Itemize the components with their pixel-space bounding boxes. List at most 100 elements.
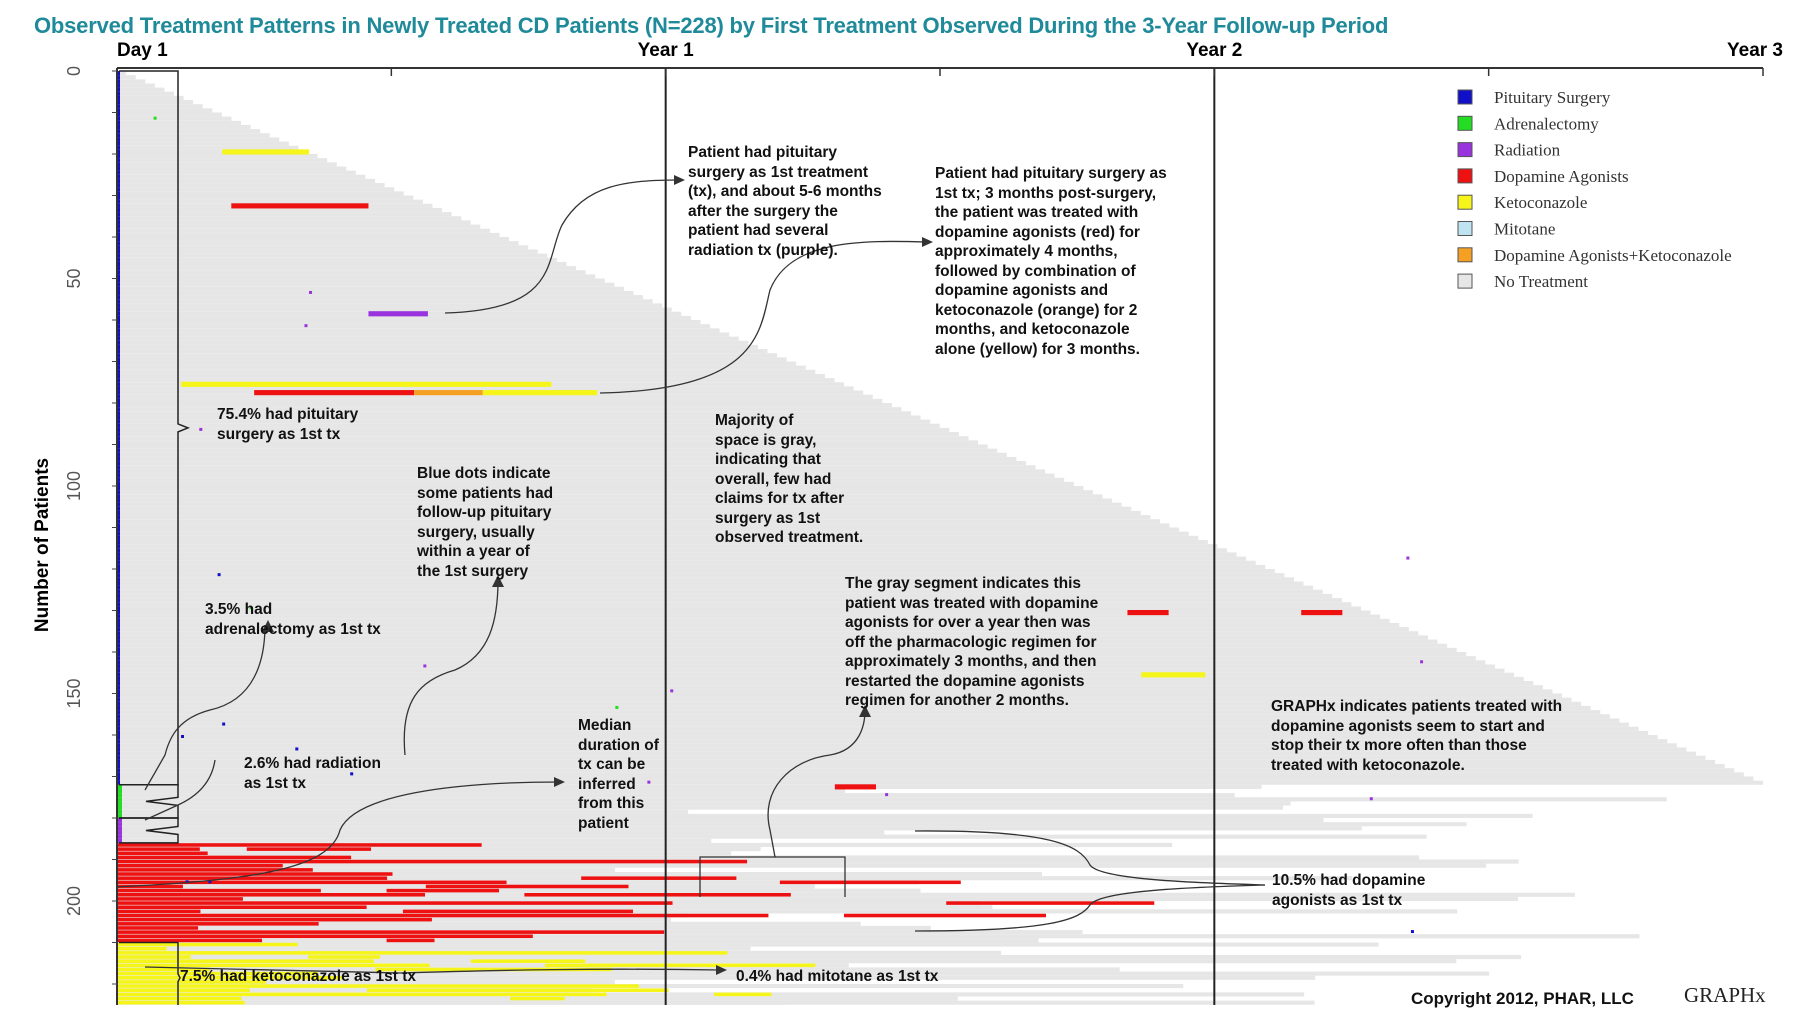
followup-bar (117, 685, 1543, 689)
restart-segment (780, 881, 961, 885)
followup-bar (117, 337, 739, 341)
graphx-logo: GRAPHx (1684, 983, 1766, 1008)
annotation-gray-segment: The gray segment indicates this patient … (845, 574, 1098, 711)
annotation-radiation-share: 2.6% had radiation as 1st tx (244, 754, 381, 793)
followup-dot (670, 689, 673, 692)
followup-bar (117, 806, 1283, 810)
followup-bar (117, 909, 1457, 913)
followup-bar (117, 287, 624, 291)
followup-bar (117, 88, 164, 92)
followup-bar (117, 328, 720, 332)
legend-swatch-4 (1458, 195, 1472, 209)
followup-bar (117, 162, 337, 166)
followup-bar (117, 673, 1514, 677)
dopamine-agonist-bar (117, 847, 200, 851)
restart-segment (471, 959, 585, 963)
dopamine-agonist-bar (117, 893, 425, 897)
followup-bar (117, 308, 672, 312)
legend-label-6: Dopamine Agonists+Ketoconazole (1494, 246, 1732, 265)
followup-bar (117, 648, 1457, 652)
followup-bar (117, 291, 633, 295)
followup-bar (117, 175, 365, 179)
followup-bar (117, 569, 1275, 573)
followup-bar (117, 830, 884, 834)
dopamine-agonist-bar (117, 889, 321, 893)
y-tick-label-200: 200 (64, 886, 84, 916)
followup-bar (117, 233, 499, 237)
x-label-2: Year 2 (1186, 40, 1242, 61)
followup-bar (117, 494, 1103, 498)
followup-bar (117, 146, 298, 150)
legend-swatch-6 (1458, 248, 1472, 262)
dopamine-agonist-bar (117, 926, 198, 930)
followup-bar (117, 561, 1256, 565)
followup-bar (117, 92, 174, 96)
followup-bar (117, 200, 423, 204)
treatment-segment (222, 149, 309, 154)
followup-bar (117, 453, 1007, 457)
dopamine-agonist-bar (117, 876, 387, 880)
y-tick-label-100: 100 (64, 471, 84, 501)
followup-bar (117, 345, 758, 349)
followup-bar (117, 469, 1045, 473)
followup-bar (117, 660, 1485, 664)
followup-bar (117, 283, 614, 287)
legend-label-5: Mitotane (1494, 220, 1555, 239)
dopamine-agonist-bar (117, 843, 482, 847)
followup-bar (117, 142, 289, 146)
legend-label-7: No Treatment (1494, 272, 1588, 291)
followup-bar (117, 839, 711, 843)
followup-bar (117, 814, 1533, 818)
arrowhead-dopamine (922, 237, 933, 247)
followup-dot (199, 428, 202, 431)
annotation-dopamine-share: 10.5% had dopamine agonists as 1st tx (1272, 871, 1425, 910)
restart-segment (403, 910, 633, 914)
followup-bar (117, 644, 1447, 648)
followup-bar (117, 395, 873, 399)
followup-bar (117, 196, 413, 200)
annotation-ketoconazole-share: 7.5% had ketoconazole as 1st tx (180, 967, 416, 987)
annotation-patient-radiation: Patient had pituitary surgery as 1st tre… (688, 143, 882, 260)
followup-dot (1406, 557, 1409, 560)
treatment-segment (368, 311, 427, 316)
followup-bar (117, 557, 1246, 561)
followup-bar (117, 498, 1112, 502)
followup-bar (117, 864, 1486, 868)
treatment-segment (1127, 610, 1168, 615)
followup-bar (117, 299, 653, 303)
followup-bar (117, 125, 251, 129)
followup-bar (117, 677, 1524, 681)
followup-bar (117, 548, 1227, 552)
legend-label-0: Pituitary Surgery (1494, 88, 1611, 107)
followup-bar (117, 847, 761, 851)
legend-swatch-7 (1458, 274, 1472, 288)
annotation-mitotane-share: 0.4% had mitotane as 1st tx (736, 967, 938, 987)
followup-bar (117, 536, 1198, 540)
followup-bar (117, 274, 595, 278)
dopamine-agonist-bar (117, 852, 208, 856)
followup-bar (117, 341, 748, 345)
followup-bar (117, 237, 509, 241)
followup-bar (117, 303, 662, 307)
followup-bar (117, 851, 731, 855)
legend-swatch-1 (1458, 116, 1472, 130)
followup-dot (304, 324, 307, 327)
restart-segment (714, 993, 771, 997)
annotation-graphx-note: GRAPHx indicates patients treated with d… (1271, 697, 1562, 775)
followup-dot (1411, 930, 1414, 933)
followup-bar (117, 316, 691, 320)
dopamine-agonist-bar (117, 860, 747, 864)
followup-bar (117, 826, 1362, 830)
followup-bar (117, 154, 318, 158)
treatment-segment (835, 784, 876, 789)
followup-bar (117, 121, 241, 125)
y-tick-label-150: 150 (64, 678, 84, 708)
followup-bar (117, 225, 480, 229)
followup-bar (117, 681, 1533, 685)
followup-bar (117, 532, 1189, 536)
ketoconazole-bar (117, 959, 374, 963)
treatment-segment (414, 390, 483, 395)
ketoconazole-bar (117, 947, 167, 951)
copyright-text: Copyright 2012, PHAR, LLC (1411, 989, 1634, 1009)
